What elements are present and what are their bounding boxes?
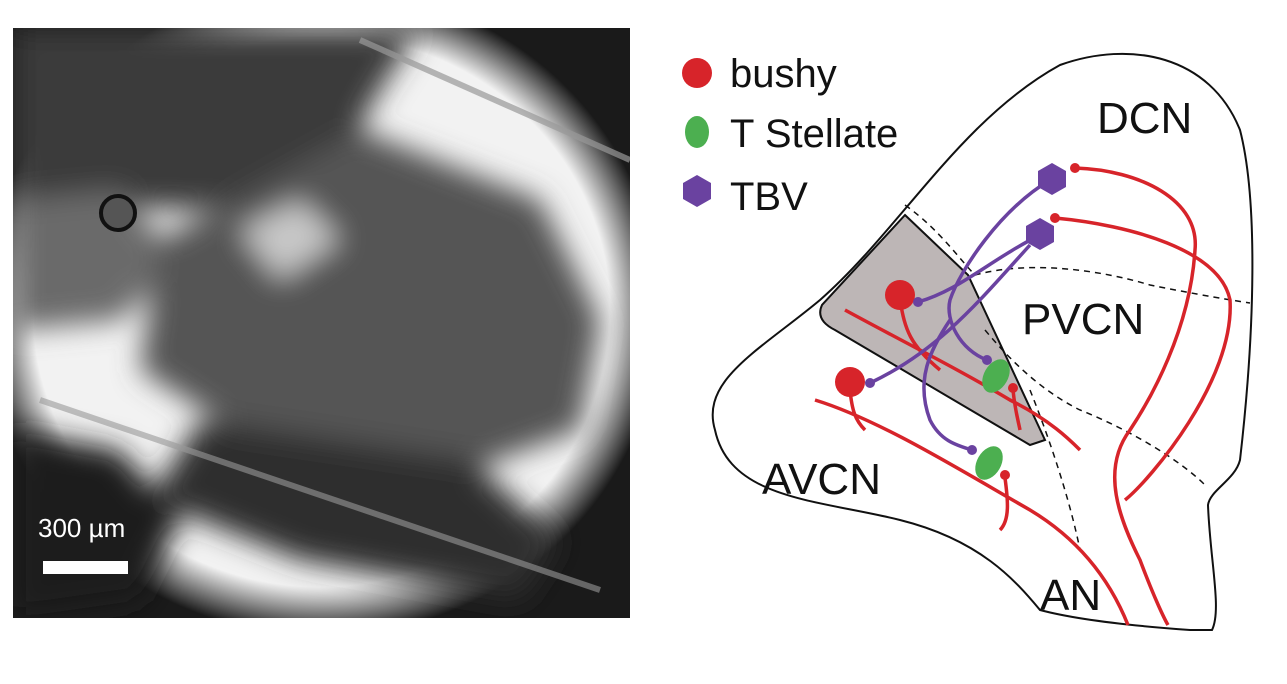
diagram: DCN PVCN AVCN AN: [711, 52, 1254, 631]
scale-label: 300 µm: [38, 513, 125, 543]
legend: bushy T Stellate TBV: [682, 52, 898, 219]
legend-icon: [682, 58, 712, 88]
legend-label: T Stellate: [730, 112, 898, 156]
region-label: AVCN: [762, 455, 881, 504]
micrograph: 300 µm: [13, 28, 630, 618]
region-label: DCN: [1097, 94, 1192, 143]
legend-icon: [685, 116, 709, 148]
legend-label: bushy: [730, 52, 837, 96]
region-label: AN: [1040, 571, 1101, 620]
legend-label: TBV: [730, 175, 808, 219]
region-label: PVCN: [1022, 295, 1144, 344]
scale-bar: [43, 561, 128, 574]
legend-icon: [683, 175, 711, 207]
